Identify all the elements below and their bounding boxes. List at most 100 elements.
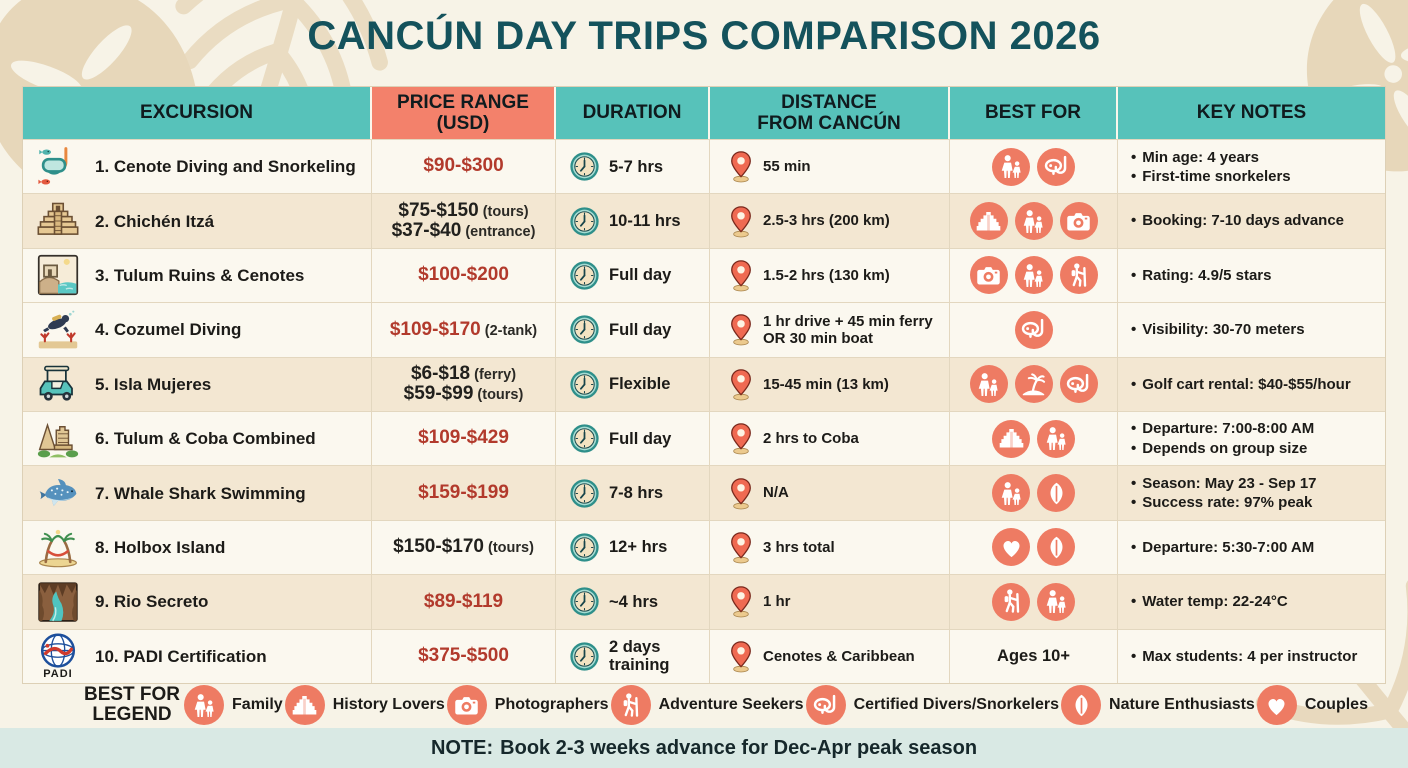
legend-item-nature-enthusiasts: Nature Enthusiasts	[1061, 685, 1255, 725]
key-note-text: Golf cart rental: $40-$55/hour	[1142, 375, 1351, 393]
family-icon	[1043, 425, 1070, 452]
key-note-text: Success rate: 97% peak	[1142, 494, 1313, 512]
clock-icon	[569, 314, 600, 345]
clock-icon	[569, 206, 600, 237]
family-badge	[992, 147, 1030, 186]
excursion-cell: 9. Rio Secreto	[23, 574, 372, 629]
excursion-name: 6. Tulum & Coba Combined	[95, 429, 316, 449]
excursion-cell: 5. Isla Mujeres	[23, 356, 372, 411]
key-note-text: Water temp: 22-24°C	[1142, 593, 1288, 611]
price-qualifier: (entrance)	[461, 224, 536, 241]
family-icon	[1043, 588, 1070, 615]
chichen-itza-icon	[33, 197, 83, 245]
family-badge	[992, 474, 1030, 513]
coba-pyramids-icon	[33, 415, 83, 463]
duration-cell: Full day	[556, 247, 710, 303]
duration-cell: ~4 hrs	[556, 574, 710, 629]
hiker-badge	[992, 582, 1030, 621]
excursion-name: 3. Tulum Ruins & Cenotes	[95, 265, 305, 285]
family-icon	[975, 371, 1002, 398]
key-notes-list: Golf cart rental: $40-$55/hour	[1131, 375, 1351, 394]
price-cell: $100-$200	[372, 247, 556, 303]
key-notes-list: Rating: 4.9/5 stars	[1131, 266, 1271, 285]
price-line: $109-$429	[418, 428, 509, 449]
snorkel-icon	[1065, 371, 1092, 398]
duration-value: 2 days training	[609, 638, 670, 675]
padi-logo-text: PADI	[43, 668, 73, 681]
price-line: $109-$170 (2-tank)	[390, 319, 537, 341]
page-title: CANCÚN DAY TRIPS COMPARISON 2026	[307, 14, 1101, 58]
key-notes-cell: Golf cart rental: $40-$55/hour	[1118, 356, 1385, 411]
legend-title: BEST FOR LEGEND	[83, 684, 181, 725]
snorkel-icon	[1043, 153, 1070, 180]
map-pin-icon	[728, 205, 754, 238]
key-notes-cell: Departure: 7:00-8:00 AMDepends on group …	[1118, 410, 1385, 466]
excursion-cell: 6. Tulum & Coba Combined	[23, 410, 372, 466]
distance-cell: 55 min	[710, 139, 950, 194]
table-row: 1. Cenote Diving and Snorkeling $90-$300 5…	[23, 139, 1385, 194]
duration-value: Flexible	[609, 375, 671, 394]
legend-item-label: Nature Enthusiasts	[1109, 696, 1255, 713]
clock-icon	[569, 586, 600, 617]
key-notes-list: Visibility: 30-70 meters	[1131, 320, 1304, 339]
distance-value: 55 min	[763, 158, 811, 176]
price-cell: $89-$119	[372, 574, 556, 629]
column-header-label: DURATION	[582, 102, 682, 124]
legend-item-label: Photographers	[494, 696, 609, 713]
rio-secreto-icon	[33, 578, 83, 626]
hiker-badge	[610, 685, 651, 725]
pyramid-badge	[969, 202, 1008, 241]
duration-cell: 10-11 hrs	[556, 193, 710, 248]
key-notes-cell: Season: May 23 - Sep 17 Success rate: 97%…	[1118, 465, 1385, 520]
price-line: $159-$199	[418, 482, 509, 504]
key-note-text: First-time snorkelers	[1142, 167, 1291, 185]
distance-value: 1 hr drive + 45 min ferry OR 30 min boat	[763, 312, 933, 347]
duration-value: Full day	[609, 320, 672, 339]
camera-badge	[969, 256, 1008, 295]
distance-cell: 1 hr drive + 45 min ferry OR 30 min boat	[710, 302, 950, 357]
price-cell: $150-$170 (tours)	[372, 519, 556, 575]
distance-cell: 1.5-2 hrs (130 km)	[710, 247, 950, 303]
excursion-cell: 1. Cenote Diving and Snorkeling	[23, 139, 372, 194]
camera-icon	[1065, 208, 1092, 235]
snorkel-badge	[1059, 365, 1098, 404]
legend-item-label: Adventure Seekers	[658, 696, 804, 713]
key-note-text: Season: May 23 - Sep 17	[1142, 474, 1317, 492]
duration-value: Full day	[609, 266, 672, 285]
price-line: $150-$170 (tours)	[393, 536, 534, 558]
duration-value: 5-7 hrs	[609, 157, 664, 176]
excursion-cell: 3. Tulum Ruins & Cenotes	[23, 247, 372, 303]
best-for-legend: BEST FOR LEGEND Family History Lovers Phot…	[22, 682, 1386, 728]
golf-cart-icon	[33, 360, 83, 408]
map-pin-icon	[728, 313, 754, 346]
note-band: NOTE: Book 2-3 weeks advance for Dec-Apr…	[0, 728, 1408, 768]
column-header-duration: DURATION	[556, 87, 710, 139]
family-icon	[1020, 262, 1047, 289]
legend-item-label: Couples	[1304, 696, 1368, 713]
price-qualifier: (ferry)	[470, 366, 517, 383]
pyramid-badge	[284, 685, 325, 725]
tulum-icon	[33, 251, 83, 299]
map-pin-icon	[728, 368, 754, 401]
pyramid-icon	[998, 425, 1025, 452]
legend-item-certified-divers-snorkelers: Certified Divers/Snorkelers	[805, 685, 1059, 725]
heart-badge	[992, 528, 1030, 567]
key-note-text: Booking: 7-10 days advance	[1142, 212, 1345, 230]
price-line: $59-$99 (tours)	[404, 383, 524, 405]
legend-item-photographers: Photographers	[446, 685, 609, 725]
pyramid-badge	[992, 419, 1030, 458]
map-pin-icon	[728, 585, 754, 618]
column-header-label: DISTANCE FROM CANCÚN	[757, 91, 901, 134]
excursion-cell: 7. Whale Shark Swimming	[23, 465, 372, 520]
map-pin-icon	[728, 531, 754, 564]
key-note-item: Rating: 4.9/5 stars	[1131, 266, 1271, 285]
camera-icon	[453, 692, 480, 719]
excursion-name: 2. Chichén Itzá	[95, 211, 215, 231]
excursion-name: 10. PADI Certification	[95, 646, 267, 666]
note-label: NOTE:	[430, 736, 494, 759]
table-row: 3. Tulum Ruins & Cenotes $100-$200 Full da…	[23, 247, 1385, 303]
clock-icon	[569, 532, 600, 563]
holbox-icon	[33, 523, 83, 571]
family-icon	[998, 480, 1025, 507]
column-header-distance-from-canc-n: DISTANCE FROM CANCÚN	[710, 87, 950, 139]
